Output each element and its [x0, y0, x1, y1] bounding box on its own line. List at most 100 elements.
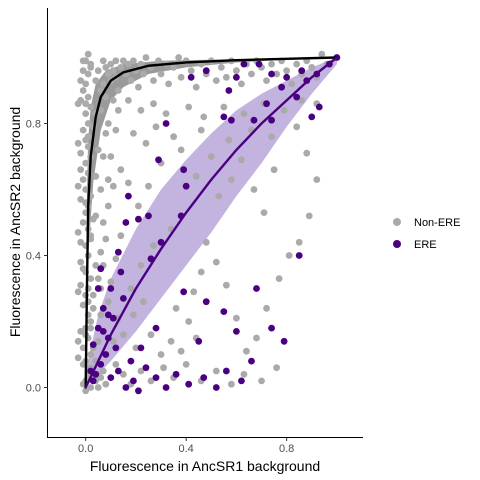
point-ere — [135, 387, 142, 395]
point-non-ere — [87, 384, 95, 391]
point-non-ere — [258, 377, 265, 385]
point-ere — [117, 268, 125, 276]
point-ere — [124, 192, 132, 200]
x-tick-label: 0.4 — [179, 443, 194, 455]
point-ere — [155, 156, 162, 164]
legend-label-non-ere: Non-ERE — [414, 217, 460, 229]
point-non-ere — [77, 258, 85, 266]
point-non-ere — [102, 93, 110, 101]
point-non-ere — [127, 285, 135, 292]
point-ere — [195, 337, 203, 345]
point-non-ere — [102, 64, 110, 71]
point-ere — [127, 357, 135, 365]
point-non-ere — [102, 235, 110, 243]
point-non-ere — [222, 281, 230, 289]
point-non-ere — [77, 196, 85, 203]
point-non-ere — [270, 166, 278, 174]
point-non-ere — [137, 367, 145, 375]
point-non-ere — [114, 106, 122, 114]
point-non-ere — [150, 100, 157, 108]
point-non-ere — [117, 166, 125, 174]
point-ere — [225, 87, 233, 94]
point-non-ere — [124, 97, 132, 104]
point-non-ere — [288, 80, 296, 88]
point-ere — [122, 384, 130, 391]
point-ere — [233, 73, 240, 81]
y-tick-label: 0.4 — [26, 251, 41, 263]
point-non-ere — [84, 70, 92, 78]
point-non-ere — [99, 153, 107, 160]
point-non-ere — [142, 54, 150, 61]
point-non-ere — [145, 182, 152, 190]
point-ere — [250, 116, 258, 124]
point-ere — [99, 328, 107, 335]
point-non-ere — [94, 275, 102, 282]
point-ere — [180, 166, 188, 174]
point-ere — [248, 357, 255, 365]
point-non-ere — [275, 275, 283, 282]
plot-area — [74, 50, 341, 395]
y-tick-label: 0.0 — [26, 383, 41, 395]
point-non-ere — [150, 77, 157, 84]
point-non-ere — [82, 387, 90, 395]
point-ere — [280, 337, 288, 345]
y-axis-title: Fluorescence in AncSR2 background — [7, 107, 23, 337]
point-non-ere — [212, 258, 220, 266]
point-ere — [293, 93, 301, 101]
point-non-ere — [170, 133, 178, 141]
point-non-ere — [157, 351, 165, 358]
point-ere — [212, 384, 220, 391]
point-non-ere — [94, 146, 102, 154]
point-non-ere — [79, 57, 87, 65]
point-non-ere — [92, 172, 100, 180]
point-non-ere — [74, 139, 82, 147]
point-non-ere — [124, 60, 132, 68]
point-non-ere — [112, 126, 120, 134]
point-ere — [278, 83, 286, 91]
point-non-ere — [107, 60, 115, 68]
point-ere — [240, 60, 248, 68]
point-ere — [89, 377, 97, 385]
point-non-ere — [74, 354, 82, 362]
point-ere — [185, 380, 193, 388]
point-non-ere — [293, 123, 301, 131]
point-non-ere — [308, 64, 316, 71]
point-non-ere — [135, 202, 142, 210]
point-non-ere — [74, 229, 82, 236]
point-non-ere — [112, 57, 120, 65]
point-ere — [253, 285, 260, 292]
point-non-ere — [263, 304, 270, 312]
point-ere — [187, 73, 195, 81]
ribbon-non-ere — [85, 57, 337, 388]
point-non-ere — [160, 364, 167, 372]
point-non-ere — [77, 281, 85, 289]
point-non-ere — [99, 57, 107, 65]
point-non-ere — [150, 242, 157, 250]
point-non-ere — [82, 100, 90, 108]
point-non-ere — [124, 179, 132, 187]
point-ere — [182, 182, 190, 190]
point-non-ere — [74, 288, 82, 296]
point-non-ere — [240, 110, 248, 117]
point-ere — [172, 370, 180, 378]
confidence-ribbons — [85, 57, 337, 388]
point-non-ere — [112, 255, 120, 263]
point-non-ere — [165, 80, 172, 88]
point-non-ere — [192, 172, 200, 180]
point-ere — [99, 304, 107, 312]
point-non-ere — [77, 77, 85, 84]
point-non-ere — [197, 268, 205, 276]
point-non-ere — [82, 159, 90, 167]
point-non-ere — [87, 275, 95, 282]
point-non-ere — [260, 209, 268, 217]
point-non-ere — [104, 120, 112, 127]
point-ere — [315, 103, 323, 111]
point-non-ere — [79, 265, 87, 273]
point-non-ere — [212, 77, 220, 84]
point-non-ere — [185, 103, 193, 111]
point-non-ere — [87, 103, 95, 111]
point-ere — [152, 324, 160, 332]
point-non-ere — [280, 106, 288, 114]
y-tick-label: 0.8 — [26, 119, 41, 131]
